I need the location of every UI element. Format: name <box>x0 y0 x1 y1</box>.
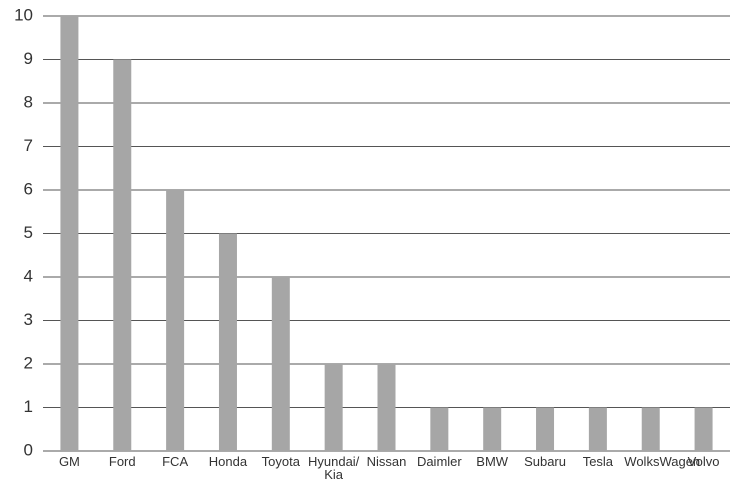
x-tick-label: Ford <box>108 454 136 469</box>
bar <box>694 407 713 451</box>
x-tick-label: BMW <box>476 454 509 469</box>
bar <box>166 190 185 451</box>
x-tick-label: Volvo <box>687 454 720 469</box>
y-tick-label: 9 <box>24 49 33 68</box>
bar <box>218 233 237 451</box>
bar <box>430 407 449 451</box>
y-tick-label: 4 <box>24 266 33 285</box>
y-tick-label: 0 <box>24 440 33 459</box>
x-tick-label: FCA <box>162 454 189 469</box>
x-tick-label: Toyota <box>261 454 300 469</box>
bar <box>588 407 607 451</box>
y-tick-label: 1 <box>24 397 33 416</box>
y-tick-label: 5 <box>24 223 33 242</box>
x-tick-label: Subaru <box>524 454 566 469</box>
x-tick-label: GM <box>58 454 80 469</box>
y-tick-label: 3 <box>24 310 33 329</box>
x-tick-label: Nissan <box>366 454 407 469</box>
y-tick-label: 2 <box>24 353 33 372</box>
bar <box>271 277 290 451</box>
y-tick-label: 8 <box>24 92 33 111</box>
bar <box>536 407 555 451</box>
y-tick-label: 7 <box>24 136 33 155</box>
x-tick-label: Daimler <box>416 454 462 469</box>
y-tick-label: 6 <box>24 179 33 198</box>
y-tick-label: 10 <box>14 5 33 24</box>
bar <box>324 364 343 451</box>
x-tick-label: Honda <box>208 454 248 469</box>
bar <box>377 364 396 451</box>
x-tick-label: Tesla <box>582 454 614 469</box>
bar <box>60 16 79 451</box>
bar <box>641 407 660 451</box>
x-tick-label: WolksWagen <box>624 454 701 469</box>
bar <box>483 407 502 451</box>
x-tick-label: Hyundai/ Kia <box>307 454 360 482</box>
bar <box>113 59 132 451</box>
